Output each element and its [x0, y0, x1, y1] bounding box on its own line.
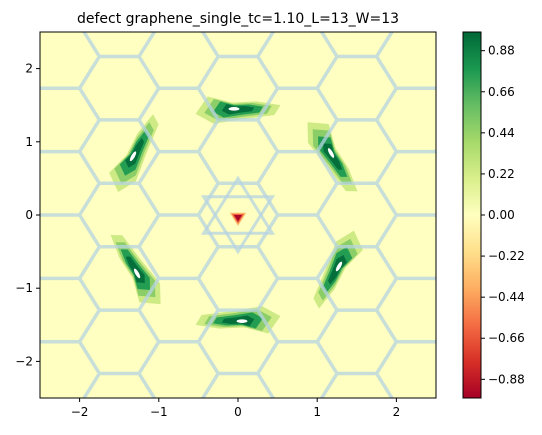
colorbar-tick-label: 0.22	[488, 167, 515, 181]
defect-triangle	[200, 175, 276, 235]
y-axis: −2 −1 0 1 2	[15, 62, 40, 368]
colorbar-ticks: 0.88 0.66 0.44 0.22 0.00 −0.22 −0.44 −0.66 −0.88	[481, 44, 525, 386]
x-tick-label: 2	[393, 405, 401, 419]
y-tick-label: −1	[15, 281, 33, 295]
y-tick-label: 1	[25, 135, 33, 149]
lobe-hole	[129, 151, 137, 162]
defect-triangle	[200, 195, 276, 255]
x-tick-label: 1	[313, 405, 321, 419]
colorbar-tick-label: −0.44	[488, 290, 525, 304]
lobe-hole	[335, 261, 343, 272]
spot-contour	[233, 215, 243, 222]
x-axis: −2 −1 0 1 2	[71, 398, 400, 419]
lobe-hole	[133, 268, 141, 279]
colorbar-tick-label: −0.88	[488, 372, 525, 386]
colorbar-tick-label: −0.66	[488, 331, 525, 345]
chart-title: defect graphene_single_tc=1.10_L=13_W=13	[77, 11, 399, 27]
colorbar-tick-label: 0.66	[488, 85, 515, 99]
lobe-hole	[236, 319, 248, 323]
colorbar-tick-label: 0.00	[488, 208, 515, 222]
x-tick-label: 0	[234, 405, 242, 419]
plot-area	[39, 31, 437, 399]
colorbar: 0.88 0.66 0.44 0.22 0.00 −0.22 −0.44 −0.66 −0.88	[462, 31, 525, 399]
x-tick-label: −2	[71, 405, 89, 419]
y-tick-label: −2	[15, 354, 33, 368]
y-tick-label: 0	[25, 208, 33, 222]
colorbar-gradient	[462, 31, 482, 399]
lobe-hole	[327, 148, 335, 158]
y-tick-label: 2	[25, 62, 33, 76]
colorbar-tick-label: 0.88	[488, 44, 515, 58]
colorbar-tick-label: 0.44	[488, 126, 515, 140]
density-lobe	[110, 235, 161, 305]
density-spot	[229, 212, 247, 226]
lattice-layer	[40, 32, 436, 398]
colorbar-tick-label: −0.22	[488, 249, 525, 263]
x-tick-label: −1	[150, 405, 168, 419]
lobe-hole	[228, 107, 240, 111]
